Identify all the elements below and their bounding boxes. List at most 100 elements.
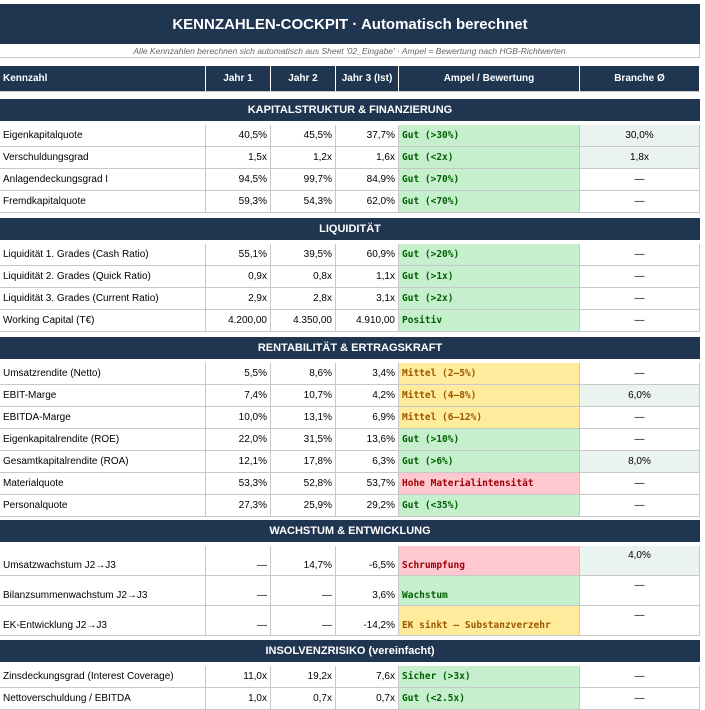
kennzahl-cell[interactable]: Liquidität 1. Grades (Cash Ratio): [0, 244, 206, 266]
jahr3-cell[interactable]: 13,6%: [336, 429, 399, 451]
ampel-cell[interactable]: EK sinkt – Substanzverzehr: [399, 606, 580, 636]
jahr2-cell[interactable]: 10,7%: [271, 385, 336, 407]
kennzahl-cell[interactable]: EBITDA-Marge: [0, 407, 206, 429]
branche-cell[interactable]: 6,0%: [580, 385, 700, 407]
ampel-cell[interactable]: Gut (>70%): [399, 169, 580, 191]
branche-cell[interactable]: 30,0%: [580, 125, 700, 147]
jahr2-cell[interactable]: 45,5%: [271, 125, 336, 147]
branche-cell[interactable]: —: [580, 576, 700, 606]
col-header-jahr2[interactable]: Jahr 2: [271, 66, 336, 92]
kennzahl-cell[interactable]: Umsatzwachstum J2→J3: [0, 546, 206, 576]
jahr1-cell[interactable]: 55,1%: [206, 244, 271, 266]
ampel-cell[interactable]: Gut (>20%): [399, 244, 580, 266]
jahr1-cell[interactable]: 2,9x: [206, 288, 271, 310]
ampel-cell[interactable]: Sicher (>3x): [399, 666, 580, 688]
branche-cell[interactable]: —: [580, 191, 700, 213]
jahr3-cell[interactable]: 60,9%: [336, 244, 399, 266]
branche-cell[interactable]: —: [580, 606, 700, 636]
branche-cell[interactable]: —: [580, 429, 700, 451]
kennzahl-cell[interactable]: Working Capital (T€): [0, 310, 206, 332]
section-title[interactable]: INSOLVENZRISIKO (vereinfacht): [0, 640, 700, 662]
jahr3-cell[interactable]: 6,3%: [336, 451, 399, 473]
ampel-cell[interactable]: Gut (>1x): [399, 266, 580, 288]
ampel-cell[interactable]: Gut (<2x): [399, 147, 580, 169]
branche-cell[interactable]: —: [580, 473, 700, 495]
col-header-jahr1[interactable]: Jahr 1: [206, 66, 271, 92]
jahr2-cell[interactable]: 4.350,00: [271, 310, 336, 332]
jahr1-cell[interactable]: 0,9x: [206, 266, 271, 288]
kennzahl-cell[interactable]: Bilanzsummenwachstum J2→J3: [0, 576, 206, 606]
ampel-cell[interactable]: Wachstum: [399, 576, 580, 606]
branche-cell[interactable]: 4,0%: [580, 546, 700, 576]
jahr2-cell[interactable]: 14,7%: [271, 546, 336, 576]
ampel-cell[interactable]: Gut (>2x): [399, 288, 580, 310]
kennzahl-cell[interactable]: Liquidität 2. Grades (Quick Ratio): [0, 266, 206, 288]
jahr2-cell[interactable]: 13,1%: [271, 407, 336, 429]
jahr3-cell[interactable]: 6,9%: [336, 407, 399, 429]
ampel-cell[interactable]: Gut (>30%): [399, 125, 580, 147]
jahr3-cell[interactable]: 3,6%: [336, 576, 399, 606]
jahr3-cell[interactable]: 1,1x: [336, 266, 399, 288]
kennzahl-cell[interactable]: Eigenkapitalquote: [0, 125, 206, 147]
jahr2-cell[interactable]: 2,8x: [271, 288, 336, 310]
jahr1-cell[interactable]: 5,5%: [206, 363, 271, 385]
jahr2-cell[interactable]: 1,2x: [271, 147, 336, 169]
jahr2-cell[interactable]: —: [271, 576, 336, 606]
jahr1-cell[interactable]: 12,1%: [206, 451, 271, 473]
branche-cell[interactable]: —: [580, 169, 700, 191]
jahr1-cell[interactable]: 40,5%: [206, 125, 271, 147]
kennzahl-cell[interactable]: Personalquote: [0, 495, 206, 517]
kennzahl-cell[interactable]: Zinsdeckungsgrad (Interest Coverage): [0, 666, 206, 688]
jahr1-cell[interactable]: 22,0%: [206, 429, 271, 451]
branche-cell[interactable]: —: [580, 310, 700, 332]
col-header-kennzahl[interactable]: Kennzahl: [0, 66, 206, 92]
jahr3-cell[interactable]: 0,7x: [336, 688, 399, 710]
branche-cell[interactable]: —: [580, 666, 700, 688]
col-header-branche[interactable]: Branche Ø: [580, 66, 700, 92]
jahr3-cell[interactable]: 84,9%: [336, 169, 399, 191]
kennzahl-cell[interactable]: Umsatzrendite (Netto): [0, 363, 206, 385]
jahr2-cell[interactable]: 19,2x: [271, 666, 336, 688]
ampel-cell[interactable]: Gut (<2.5x): [399, 688, 580, 710]
col-header-jahr3[interactable]: Jahr 3 (Ist): [336, 66, 399, 92]
kennzahl-cell[interactable]: EBIT-Marge: [0, 385, 206, 407]
jahr1-cell[interactable]: 27,3%: [206, 495, 271, 517]
jahr1-cell[interactable]: 7,4%: [206, 385, 271, 407]
jahr3-cell[interactable]: 3,1x: [336, 288, 399, 310]
ampel-cell[interactable]: Gut (>10%): [399, 429, 580, 451]
jahr3-cell[interactable]: 1,6x: [336, 147, 399, 169]
ampel-cell[interactable]: Gut (<70%): [399, 191, 580, 213]
jahr1-cell[interactable]: 1,0x: [206, 688, 271, 710]
jahr3-cell[interactable]: 37,7%: [336, 125, 399, 147]
jahr1-cell[interactable]: —: [206, 606, 271, 636]
kennzahl-cell[interactable]: Verschuldungsgrad: [0, 147, 206, 169]
ampel-cell[interactable]: Mittel (4–8%): [399, 385, 580, 407]
sheet-title[interactable]: KENNZAHLEN-COCKPIT · Automatisch berechn…: [0, 4, 700, 44]
branche-cell[interactable]: —: [580, 495, 700, 517]
jahr2-cell[interactable]: 39,5%: [271, 244, 336, 266]
kennzahl-cell[interactable]: Anlagendeckungsgrad I: [0, 169, 206, 191]
kennzahl-cell[interactable]: Gesamtkapitalrendite (ROA): [0, 451, 206, 473]
jahr2-cell[interactable]: 99,7%: [271, 169, 336, 191]
col-header-ampel[interactable]: Ampel / Bewertung: [399, 66, 580, 92]
jahr2-cell[interactable]: 54,3%: [271, 191, 336, 213]
kennzahl-cell[interactable]: Materialquote: [0, 473, 206, 495]
jahr3-cell[interactable]: -6,5%: [336, 546, 399, 576]
kennzahl-cell[interactable]: Eigenkapitalrendite (ROE): [0, 429, 206, 451]
jahr3-cell[interactable]: 3,4%: [336, 363, 399, 385]
branche-cell[interactable]: —: [580, 244, 700, 266]
jahr1-cell[interactable]: 94,5%: [206, 169, 271, 191]
jahr3-cell[interactable]: 4,2%: [336, 385, 399, 407]
jahr1-cell[interactable]: 11,0x: [206, 666, 271, 688]
jahr2-cell[interactable]: 0,7x: [271, 688, 336, 710]
jahr2-cell[interactable]: 0,8x: [271, 266, 336, 288]
ampel-cell[interactable]: Hohe Materialintensität: [399, 473, 580, 495]
section-title[interactable]: RENTABILITÄT & ERTRAGSKRAFT: [0, 337, 700, 359]
kennzahl-cell[interactable]: EK-Entwicklung J2→J3: [0, 606, 206, 636]
jahr1-cell[interactable]: 4.200,00: [206, 310, 271, 332]
branche-cell[interactable]: —: [580, 407, 700, 429]
jahr1-cell[interactable]: 53,3%: [206, 473, 271, 495]
ampel-cell[interactable]: Positiv: [399, 310, 580, 332]
jahr2-cell[interactable]: 25,9%: [271, 495, 336, 517]
branche-cell[interactable]: —: [580, 266, 700, 288]
